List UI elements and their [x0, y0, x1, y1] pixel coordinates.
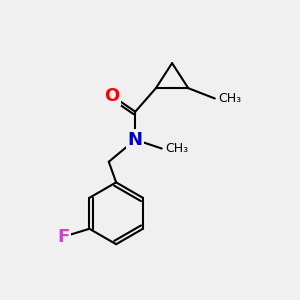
- Text: O: O: [104, 86, 119, 104]
- Text: N: N: [128, 131, 143, 149]
- Text: F: F: [57, 228, 69, 246]
- Text: CH₃: CH₃: [165, 142, 188, 155]
- Text: CH₃: CH₃: [218, 92, 242, 105]
